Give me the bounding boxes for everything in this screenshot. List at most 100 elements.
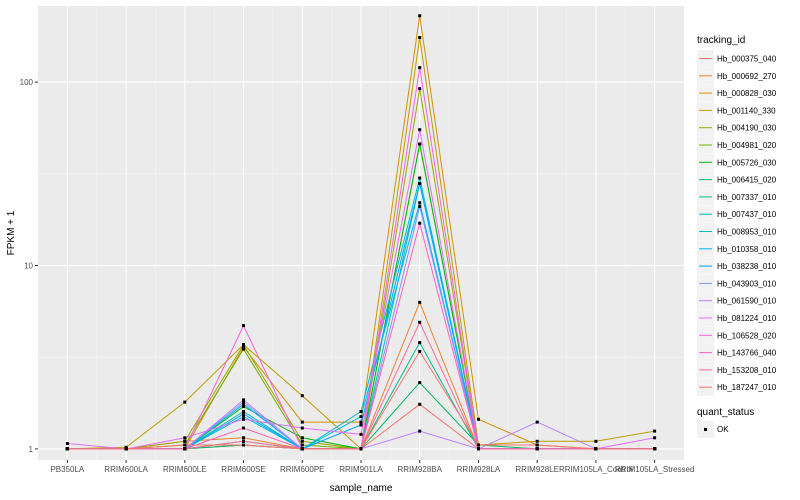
data-point bbox=[124, 445, 128, 449]
data-point bbox=[418, 14, 422, 18]
data-point bbox=[477, 443, 480, 447]
data-point bbox=[418, 128, 422, 132]
data-point bbox=[242, 405, 245, 409]
data-point bbox=[242, 436, 245, 440]
x-tick-label: RRIM928LE bbox=[515, 465, 559, 474]
data-point bbox=[418, 182, 422, 185]
data-point bbox=[300, 447, 304, 451]
data-point bbox=[65, 442, 69, 445]
data-point bbox=[242, 443, 245, 447]
data-point bbox=[242, 398, 245, 402]
data-point bbox=[653, 429, 657, 433]
data-point bbox=[183, 439, 187, 443]
data-point bbox=[183, 443, 187, 447]
data-point bbox=[418, 66, 422, 70]
data-point bbox=[418, 142, 422, 146]
x-tick-label: RRIM105LA_Stressed bbox=[615, 465, 695, 474]
legend-label: Hb_008953_010 bbox=[717, 228, 777, 237]
data-point bbox=[300, 443, 304, 447]
legend-label: Hb_106528_020 bbox=[717, 331, 777, 340]
legend-label: Hb_000692_270 bbox=[717, 72, 777, 81]
data-point bbox=[242, 412, 245, 416]
data-point bbox=[653, 447, 657, 451]
data-point bbox=[183, 436, 187, 440]
legend-label: Hb_000828_030 bbox=[717, 89, 777, 98]
data-point bbox=[418, 429, 422, 433]
legend-label: Hb_038238_010 bbox=[717, 262, 777, 271]
legend-label: Hb_081224_010 bbox=[717, 314, 777, 323]
data-point bbox=[300, 426, 304, 430]
data-point bbox=[418, 341, 422, 345]
data-point bbox=[242, 345, 245, 349]
data-point bbox=[418, 320, 422, 324]
data-point bbox=[594, 447, 598, 451]
legend: tracking_id Hb_000375_040Hb_000692_270Hb… bbox=[697, 35, 777, 438]
legend-shape-label: OK bbox=[717, 425, 729, 434]
legend-label: Hb_010358_010 bbox=[717, 245, 777, 254]
legend-label: Hb_005726_030 bbox=[717, 158, 777, 167]
data-point bbox=[418, 221, 422, 225]
y-tick-label: 1 bbox=[29, 445, 34, 454]
x-tick-label: RRIM600LE bbox=[163, 465, 207, 474]
data-point bbox=[418, 36, 422, 39]
legend-label: Hb_004981_020 bbox=[717, 141, 777, 150]
x-tick-label: RRIM600LA bbox=[104, 465, 148, 474]
legend-title: tracking_id bbox=[697, 35, 745, 46]
data-point bbox=[359, 420, 363, 424]
y-axis-title: FPKM + 1 bbox=[6, 210, 17, 255]
legend-label: Hb_004190_030 bbox=[717, 124, 777, 133]
data-point bbox=[359, 423, 363, 427]
data-point bbox=[359, 410, 363, 413]
legend-label: Hb_143766_040 bbox=[717, 349, 777, 358]
x-axis-title: sample_name bbox=[330, 483, 393, 494]
data-point bbox=[418, 300, 422, 304]
y-axis-ticks: 1 10 100 bbox=[20, 78, 38, 454]
legend-label: Hb_187247_010 bbox=[717, 383, 777, 392]
y-tick-label: 100 bbox=[20, 78, 34, 87]
data-point bbox=[535, 420, 539, 424]
x-tick-label: RRIM600PE bbox=[280, 465, 324, 474]
data-point bbox=[418, 201, 422, 205]
legend-label: Hb_007337_010 bbox=[717, 193, 777, 202]
data-point bbox=[300, 394, 304, 398]
data-point bbox=[300, 436, 304, 440]
data-point bbox=[242, 343, 245, 347]
legend-label: Hb_153208_010 bbox=[717, 366, 777, 375]
data-point bbox=[242, 402, 245, 406]
data-point bbox=[65, 447, 69, 451]
data-point bbox=[418, 204, 422, 208]
x-tick-label: RRIM600SE bbox=[221, 465, 265, 474]
data-point bbox=[242, 439, 245, 443]
x-tick-label: RRIM901LA bbox=[339, 465, 383, 474]
legend-label: Hb_001140_330 bbox=[717, 106, 776, 115]
x-tick-label: RRIM928BA bbox=[397, 465, 442, 474]
data-point bbox=[477, 447, 480, 451]
legend-label: Hb_006415_020 bbox=[717, 176, 777, 185]
legend-items: Hb_000375_040 Hb_000692_270 Hb_000828_030 H… bbox=[697, 50, 777, 396]
data-point bbox=[242, 410, 245, 413]
data-point bbox=[418, 176, 422, 180]
x-tick-label: RRIM105LA_Control bbox=[559, 465, 633, 474]
data-point bbox=[594, 439, 598, 443]
data-point bbox=[242, 347, 245, 351]
data-point bbox=[242, 426, 245, 430]
data-point bbox=[300, 439, 304, 443]
legend-label: Hb_061590_010 bbox=[717, 297, 777, 306]
data-point bbox=[242, 415, 245, 419]
data-point bbox=[535, 443, 539, 447]
data-point bbox=[300, 420, 304, 424]
data-point bbox=[418, 381, 422, 385]
data-point bbox=[535, 447, 539, 451]
x-axis-ticks: PB350LA RRIM600LA RRIM600LE RRIM600SE RRIM60… bbox=[50, 460, 694, 474]
legend-shape-symbol bbox=[704, 428, 707, 431]
data-points bbox=[65, 14, 657, 451]
data-point bbox=[359, 447, 363, 451]
data-point bbox=[183, 447, 187, 451]
data-point bbox=[183, 400, 187, 404]
data-point bbox=[359, 432, 363, 436]
data-point bbox=[418, 87, 422, 91]
legend-label: Hb_007437_010 bbox=[717, 210, 777, 219]
legend-shape-title: quant_status bbox=[697, 407, 754, 418]
x-tick-label: PB350LA bbox=[50, 465, 84, 474]
